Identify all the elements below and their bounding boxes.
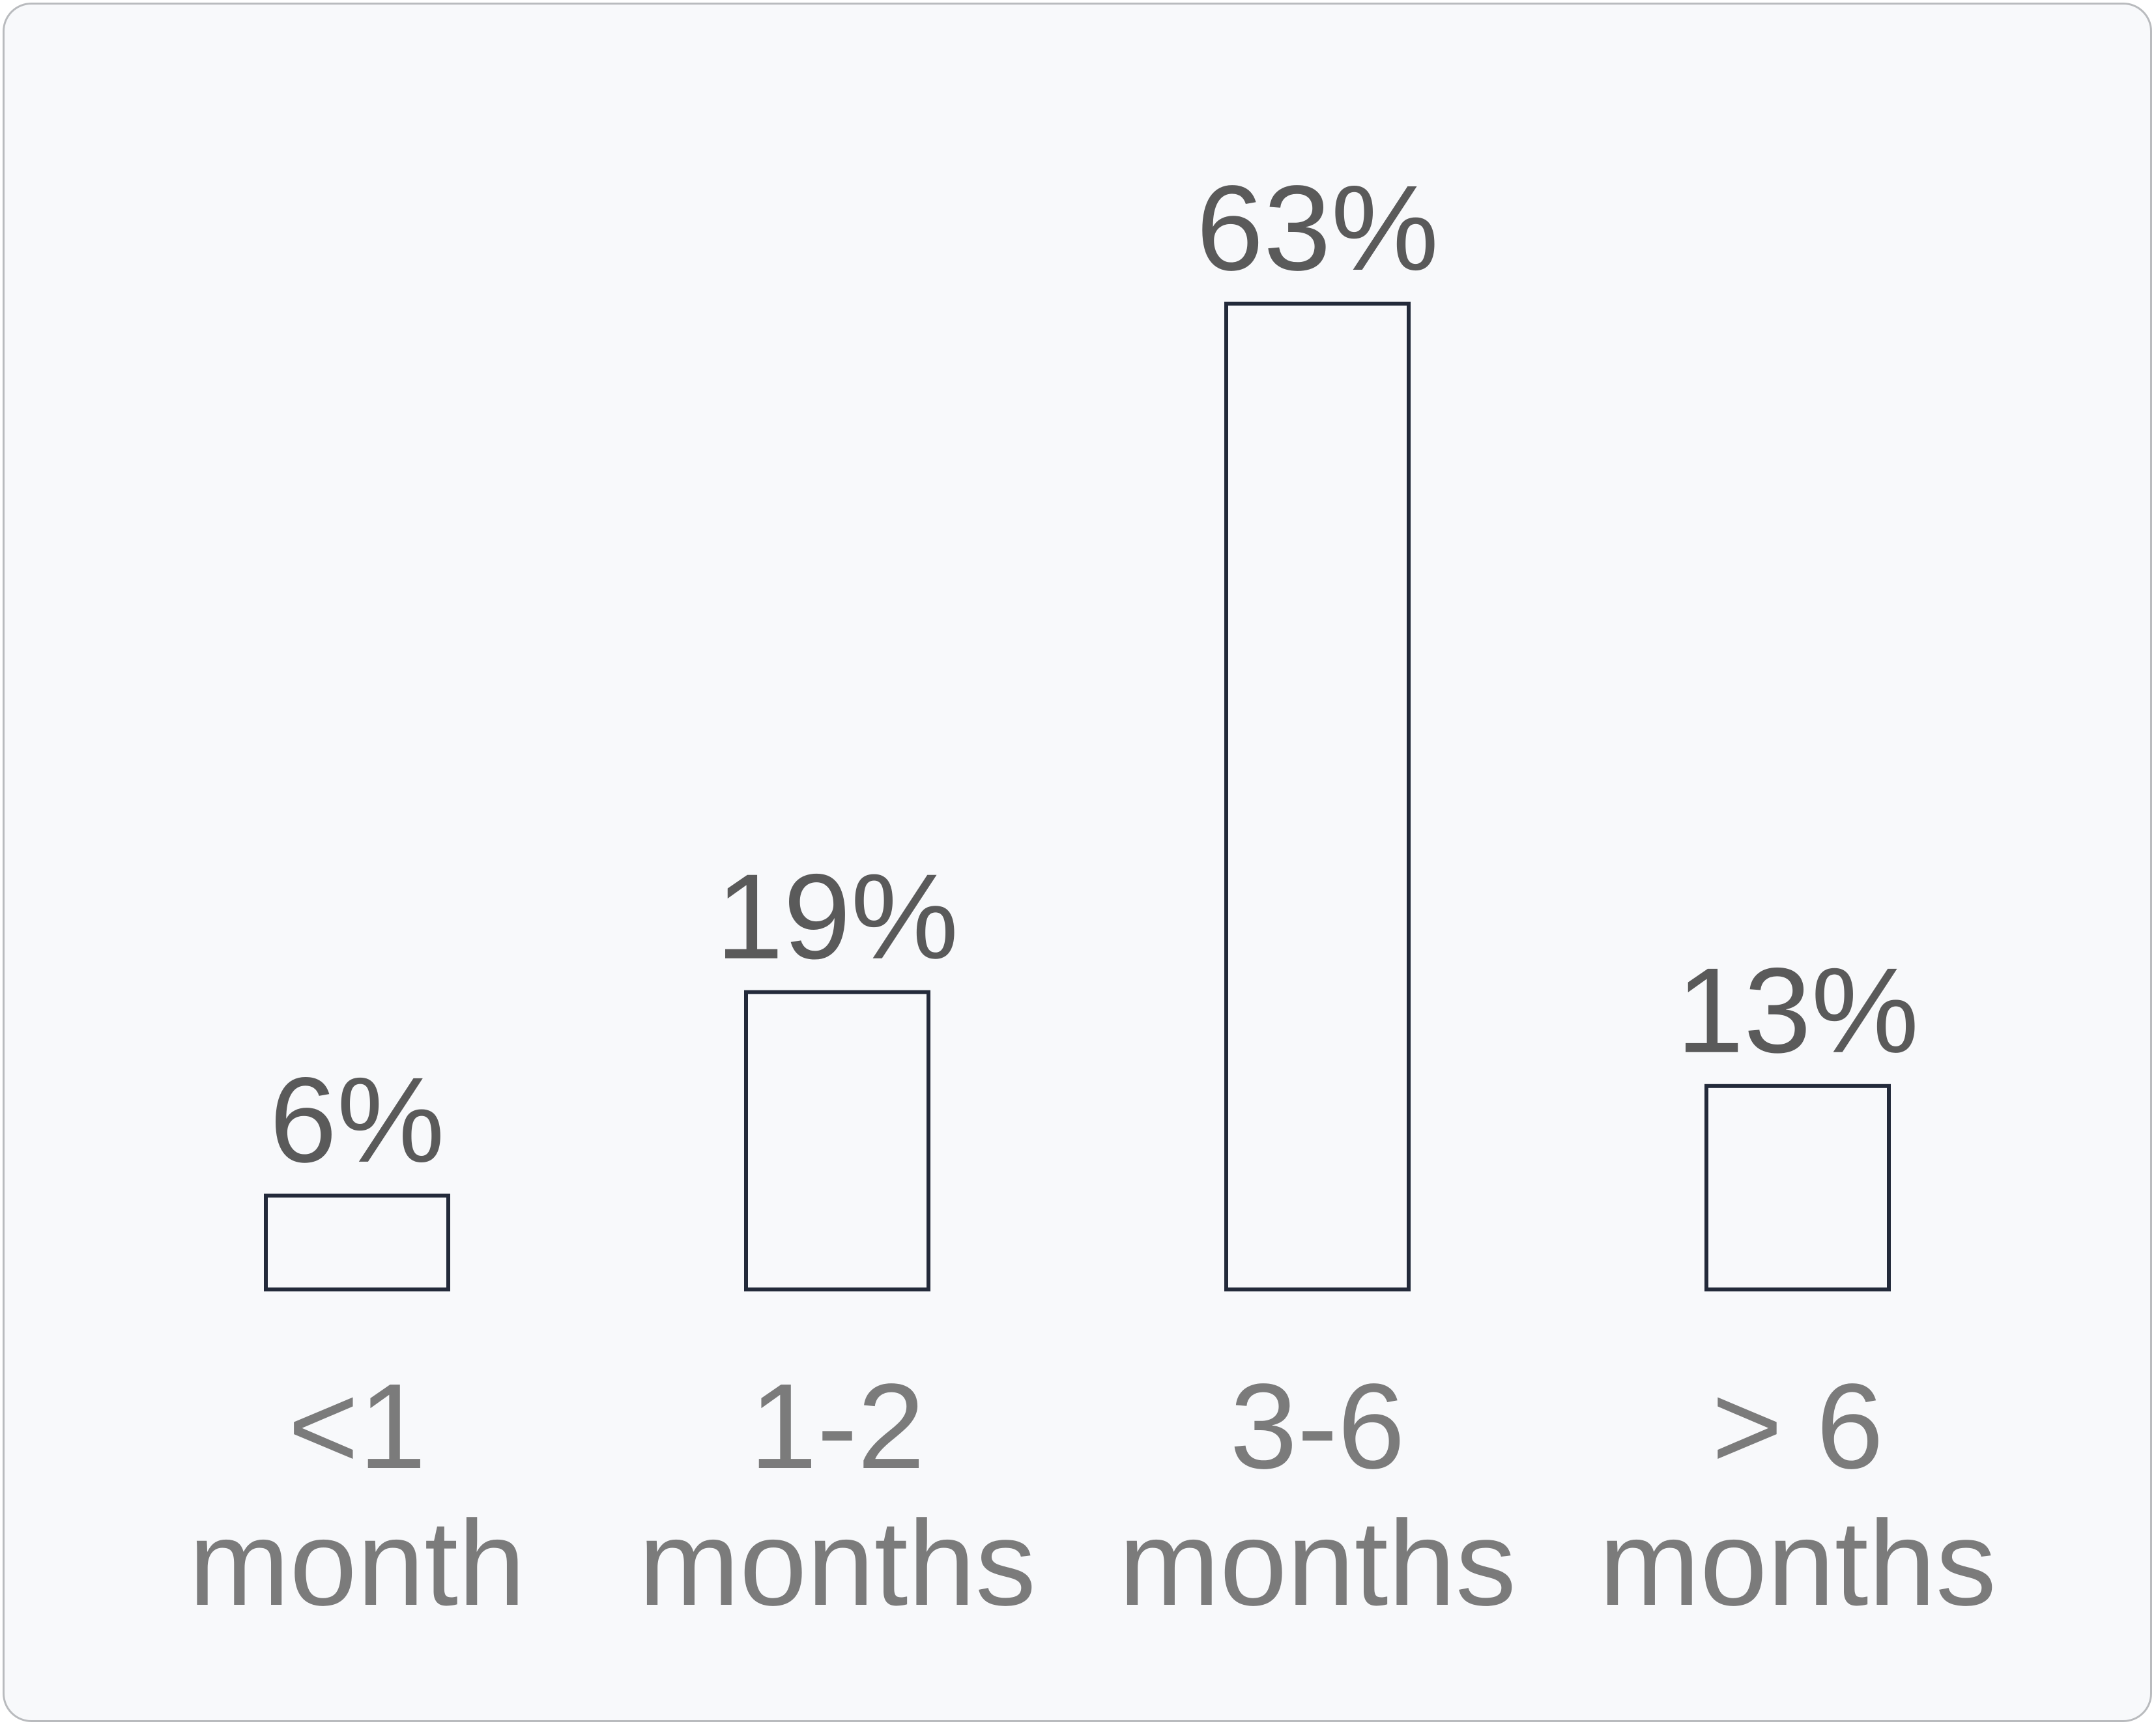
bar-2 <box>744 990 930 1291</box>
category-label-1-line-2: month <box>189 1496 526 1631</box>
category-label-3-line-2: months <box>1119 1496 1516 1631</box>
bar-3 <box>1224 302 1411 1291</box>
value-label-3: 63% <box>1196 161 1439 296</box>
chart-card <box>3 3 2152 1722</box>
category-label-2-line-1: 1-2 <box>750 1359 925 1494</box>
value-label-2: 19% <box>716 850 958 985</box>
category-label-2-line-2: months <box>639 1496 1036 1631</box>
value-labels-layer: 6% 19% 63% 13% <box>270 161 1919 1188</box>
category-label-1-line-1: <1 <box>288 1359 426 1494</box>
category-label-4-line-2: months <box>1599 1496 1996 1631</box>
bars-layer <box>264 302 1891 1292</box>
bar-4 <box>1704 1084 1891 1292</box>
category-label-4-line-1: > 6 <box>1712 1359 1884 1494</box>
category-label-3-line-1: 3-6 <box>1230 1359 1405 1494</box>
value-label-4: 13% <box>1676 943 1919 1078</box>
value-label-1: 6% <box>270 1053 445 1188</box>
bar-1 <box>264 1193 450 1292</box>
